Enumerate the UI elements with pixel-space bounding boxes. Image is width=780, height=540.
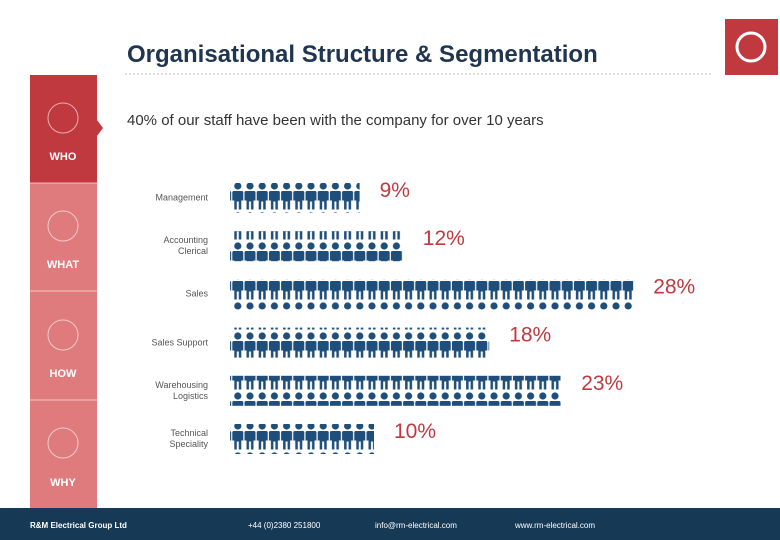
value-label: 18%: [509, 324, 551, 347]
category-label: Technical Speciality: [169, 428, 208, 449]
footer-company: R&M Electrical Group Ltd: [30, 521, 127, 530]
bar: [230, 375, 562, 406]
category-label: Management: [155, 192, 208, 203]
value-label: 9%: [380, 179, 410, 202]
bar: [230, 327, 490, 358]
category-label: Warehousing Logistics: [155, 379, 208, 401]
sidebar-label: WHY: [50, 477, 76, 489]
subtitle: 40% of our staff have been with the comp…: [127, 112, 544, 129]
sidebar-icons: [30, 102, 97, 459]
sidebar-label: HOW: [50, 368, 78, 380]
value-label: 23%: [581, 372, 623, 395]
bar: [230, 424, 374, 454]
logo-mark: [735, 31, 767, 63]
sidebar-label: WHO: [50, 151, 77, 163]
sidebar-active[interactable]: [30, 75, 97, 183]
value-label: 12%: [423, 227, 465, 250]
category-label: Sales: [185, 288, 208, 299]
title: Organisational Structure & Segmentation: [127, 41, 598, 68]
footer-web: www.rm-electrical.com: [514, 521, 595, 530]
footer-phone: +44 (0)2380 251800: [248, 521, 321, 530]
bar: [230, 183, 360, 213]
category-label: Sales Support: [151, 337, 208, 348]
footer: [0, 508, 780, 540]
pointer: [97, 120, 103, 136]
bar: [230, 279, 634, 310]
value-label: 10%: [394, 420, 436, 443]
category-label: Accounting Clerical: [163, 235, 208, 257]
logo: [725, 19, 778, 75]
footer-email: info@rm-electrical.com: [375, 521, 457, 530]
sidebar-label: WHAT: [47, 259, 79, 271]
value-label: 28%: [653, 275, 695, 298]
bar: [230, 231, 403, 262]
